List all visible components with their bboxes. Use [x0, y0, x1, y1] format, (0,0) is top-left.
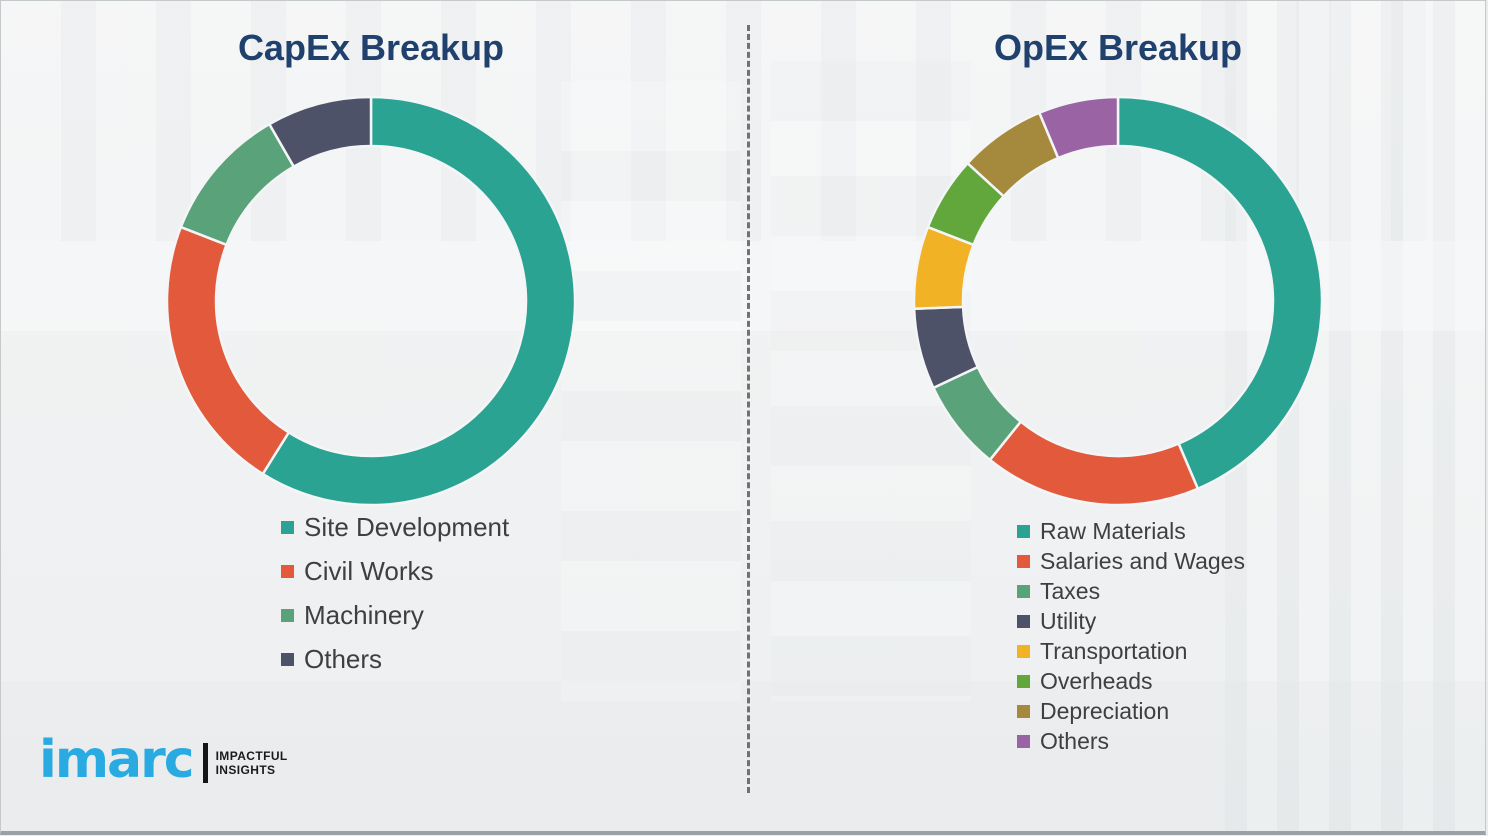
legend-item-salaries-and-wages: Salaries and Wages — [1017, 549, 1245, 573]
vertical-dashed-divider — [747, 25, 750, 793]
donut-segment-others — [1038, 95, 1120, 160]
legend-item-utility: Utility — [1017, 609, 1245, 633]
legend-item-civil-works: Civil Works — [281, 557, 509, 585]
legend-item-transportation: Transportation — [1017, 639, 1245, 663]
legend-color-swatch — [281, 652, 294, 666]
legend-color-swatch — [1017, 734, 1030, 748]
capex-donut-chart — [165, 95, 577, 507]
legend-item-machinery: Machinery — [281, 601, 509, 629]
donut-segment-site-development — [261, 95, 577, 507]
legend-item-others: Others — [1017, 729, 1245, 753]
capex-legend: Site Development Civil Works Machinery Othe… — [281, 513, 509, 689]
legend-item-taxes: Taxes — [1017, 579, 1245, 603]
legend-label: Overheads — [1040, 668, 1153, 694]
legend-label: Raw Materials — [1040, 518, 1186, 544]
legend-item-others: Others — [281, 645, 509, 673]
capex-chart-title: CapEx Breakup — [237, 27, 505, 68]
legend-color-swatch — [281, 520, 294, 534]
legend-item-raw-materials: Raw Materials — [1017, 519, 1245, 543]
donut-segment-civil-works — [165, 225, 291, 476]
donut-segment-machinery — [179, 122, 296, 247]
legend-item-overheads: Overheads — [1017, 669, 1245, 693]
legend-item-site-development: Site Development — [281, 513, 509, 541]
opex-breakup-svg — [912, 95, 1324, 507]
legend-color-swatch — [1017, 524, 1030, 538]
legend-label: Depreciation — [1040, 698, 1170, 724]
legend-item-depreciation: Depreciation — [1017, 699, 1245, 723]
donut-segment-salaries-and-wages — [988, 420, 1200, 507]
imarc-tagline-line2: INSIGHTS — [215, 763, 276, 777]
legend-color-swatch — [281, 608, 294, 622]
legend-label: Site Development — [304, 512, 510, 542]
legend-label: Civil Works — [304, 556, 434, 586]
legend-color-swatch — [281, 564, 294, 578]
legend-label: Others — [1040, 728, 1110, 754]
imarc-tagline-line1: IMPACTFUL — [215, 749, 288, 763]
opex-legend: Raw Materials Salaries and Wages Taxes Util… — [1017, 519, 1245, 759]
imarc-logo-tagline: IMPACTFUL INSIGHTS — [216, 749, 288, 777]
legend-color-swatch — [1017, 674, 1030, 688]
legend-label: Utility — [1040, 608, 1097, 634]
donut-segment-raw-materials — [1116, 95, 1324, 490]
legend-label: Others — [304, 644, 383, 674]
background-texture-strips — [561, 81, 741, 701]
opex-donut-chart — [912, 95, 1324, 507]
legend-color-swatch — [1017, 644, 1030, 658]
legend-label: Machinery — [304, 600, 424, 630]
legend-label: Taxes — [1040, 578, 1101, 604]
imarc-logo-divider-bar — [202, 743, 208, 783]
imarc-logo: imarc IMPACTFUL INSIGHTS — [39, 730, 288, 790]
legend-color-swatch — [1017, 584, 1030, 598]
capex-breakup-svg — [165, 95, 577, 507]
imarc-logo-wordmark: imarc — [39, 730, 195, 790]
legend-color-swatch — [1017, 614, 1030, 628]
opex-chart-title: OpEx Breakup — [993, 27, 1243, 68]
legend-color-swatch — [1017, 704, 1030, 718]
legend-label: Salaries and Wages — [1040, 548, 1245, 574]
legend-label: Transportation — [1040, 638, 1188, 664]
legend-color-swatch — [1017, 554, 1030, 568]
donut-segment-others — [268, 95, 373, 168]
